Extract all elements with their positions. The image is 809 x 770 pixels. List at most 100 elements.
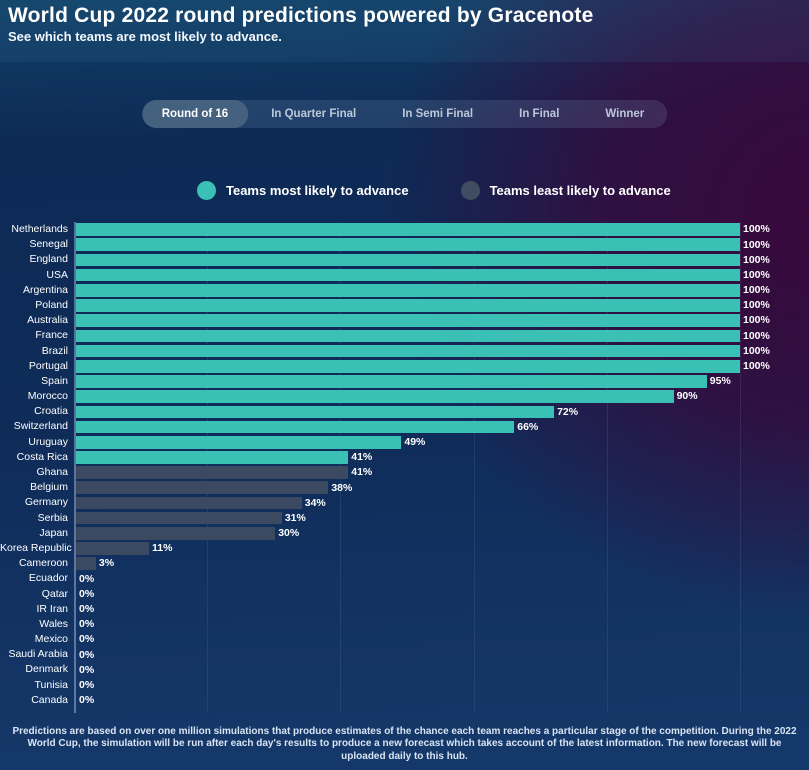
bar-row-germany: Germany 34% bbox=[0, 495, 809, 510]
team-label: Brazil bbox=[41, 344, 68, 357]
bar-area: 90% bbox=[76, 390, 740, 403]
team-label: England bbox=[29, 253, 68, 266]
bar-area: 11% bbox=[76, 542, 740, 555]
bar-row-wales: Wales 0% bbox=[0, 617, 809, 632]
bar-area: 95% bbox=[76, 375, 740, 388]
bar-usa bbox=[76, 268, 740, 282]
team-label: Uruguay bbox=[28, 435, 68, 448]
legend-dot-icon bbox=[460, 180, 480, 200]
axis-line bbox=[74, 222, 76, 713]
team-label: Mexico bbox=[34, 633, 68, 646]
bar-japan bbox=[76, 527, 276, 540]
bar-row-spain: Spain 95% bbox=[0, 374, 809, 389]
team-label: Qatar bbox=[41, 587, 68, 600]
bar-area: 31% bbox=[76, 511, 740, 525]
bar-area: 100% bbox=[76, 314, 770, 328]
team-label: Ghana bbox=[36, 466, 68, 478]
footer-note: Predictions are based on over one millio… bbox=[12, 725, 797, 762]
bar-ghana bbox=[76, 466, 349, 479]
team-label: USA bbox=[46, 268, 68, 281]
bar-row-brazil: Brazil 100% bbox=[0, 344, 809, 359]
bar-area: 0% bbox=[76, 633, 740, 646]
team-label: Netherlands bbox=[11, 223, 68, 235]
bar-row-portugal: Portugal 100% bbox=[0, 359, 809, 374]
bar-area: 41% bbox=[76, 451, 740, 464]
tab-winner[interactable]: Winner bbox=[605, 108, 645, 120]
bar-row-costa-rica: Costa Rica 41% bbox=[0, 450, 809, 465]
gridline-60 bbox=[473, 222, 475, 713]
bar-value-label: 30% bbox=[278, 527, 300, 540]
bar-row-morocco: Morocco 90% bbox=[0, 389, 809, 404]
team-label: Poland bbox=[35, 298, 68, 311]
team-label: Denmark bbox=[25, 663, 68, 676]
bar-value-label: 0% bbox=[79, 572, 95, 585]
bar-costa-rica bbox=[76, 451, 349, 464]
bar-row-qatar: Qatar 0% bbox=[0, 587, 809, 602]
page-title: World Cup 2022 round predictions powered… bbox=[8, 4, 594, 27]
tab-in-semi-final[interactable]: In Semi Final bbox=[402, 108, 474, 120]
team-label: Spain bbox=[41, 374, 68, 387]
bar-row-tunisia: Tunisia 0% bbox=[0, 678, 809, 693]
team-label: Wales bbox=[39, 617, 68, 630]
bar-serbia bbox=[76, 511, 282, 525]
bar-value-label: 100% bbox=[743, 360, 770, 373]
team-label: Costa Rica bbox=[16, 450, 68, 463]
bar-value-label: 100% bbox=[743, 344, 770, 357]
chart-legend: Teams most likely to advance Teams least … bbox=[197, 180, 671, 200]
bar-row-switzerland: Switzerland 66% bbox=[0, 419, 809, 434]
team-label: France bbox=[35, 329, 68, 342]
team-label: Australia bbox=[27, 314, 68, 327]
team-label: Senegal bbox=[29, 238, 68, 251]
bar-value-label: 100% bbox=[743, 314, 770, 327]
tab-bar: Round of 16 In Quarter Final In Semi Final… bbox=[141, 100, 668, 128]
bar-row-cameroon: Cameroon 3% bbox=[0, 556, 809, 571]
team-label: Japan bbox=[39, 526, 68, 539]
tab-in-quarter-final[interactable]: In Quarter Final bbox=[271, 108, 357, 120]
bar-value-label: 66% bbox=[517, 420, 539, 433]
bar-value-label: 0% bbox=[79, 648, 95, 661]
tab-in-final[interactable]: In Final bbox=[519, 108, 560, 120]
team-label: Canada bbox=[31, 693, 68, 706]
bar-area: 100% bbox=[76, 359, 770, 373]
bar-value-label: 72% bbox=[557, 405, 579, 418]
bar-area: 41% bbox=[76, 466, 740, 479]
bar-row-france: France 100% bbox=[0, 328, 809, 343]
legend-label: Teams most likely to advance bbox=[226, 182, 409, 198]
team-label: Ecuador bbox=[28, 572, 68, 585]
bar-row-denmark: Denmark 0% bbox=[0, 662, 809, 677]
gridline-100 bbox=[740, 222, 741, 713]
bar-row-serbia: Serbia 31% bbox=[0, 511, 809, 526]
bar-row-ir-iran: IR Iran 0% bbox=[0, 602, 809, 617]
bar-value-label: 100% bbox=[743, 268, 770, 281]
bar-senegal bbox=[76, 238, 740, 252]
bar-area: 66% bbox=[76, 420, 740, 434]
team-label: Germany bbox=[24, 496, 68, 509]
bar-portugal bbox=[76, 359, 740, 373]
bar-area: 100% bbox=[76, 299, 770, 312]
bar-value-label: 41% bbox=[351, 466, 373, 479]
bar-value-label: 100% bbox=[743, 329, 770, 342]
bar-area: 0% bbox=[76, 694, 740, 707]
bar-value-label: 0% bbox=[79, 633, 95, 646]
bar-row-uruguay: Uruguay 49% bbox=[0, 435, 809, 450]
bar-row-croatia: Croatia 72% bbox=[0, 404, 809, 419]
bar-area: 0% bbox=[76, 679, 740, 692]
team-label: IR Iran bbox=[36, 602, 68, 615]
bar-value-label: 100% bbox=[743, 253, 770, 266]
bar-area: 100% bbox=[76, 268, 770, 282]
team-label: Switzerland bbox=[13, 420, 68, 433]
bar-row-usa: USA 100% bbox=[0, 268, 809, 283]
team-label: Saudi Arabia bbox=[8, 648, 68, 661]
bar-value-label: 100% bbox=[743, 238, 770, 251]
bar-chart-rows: Netherlands 100% Senegal 100% England 100% USA… bbox=[0, 222, 809, 708]
legend-label: Teams least likely to advance bbox=[489, 182, 671, 198]
bar-value-label: 0% bbox=[79, 678, 95, 691]
bar-row-mexico: Mexico 0% bbox=[0, 632, 809, 647]
legend-item-teams-most-likely-to-advance: Teams most likely to advance bbox=[197, 180, 409, 200]
tab-round-of-16[interactable]: Round of 16 bbox=[141, 100, 249, 128]
bar-area: 100% bbox=[76, 238, 770, 252]
bar-germany bbox=[76, 496, 302, 510]
bar-value-label: 0% bbox=[79, 663, 95, 676]
team-label: Tunisia bbox=[34, 678, 68, 691]
